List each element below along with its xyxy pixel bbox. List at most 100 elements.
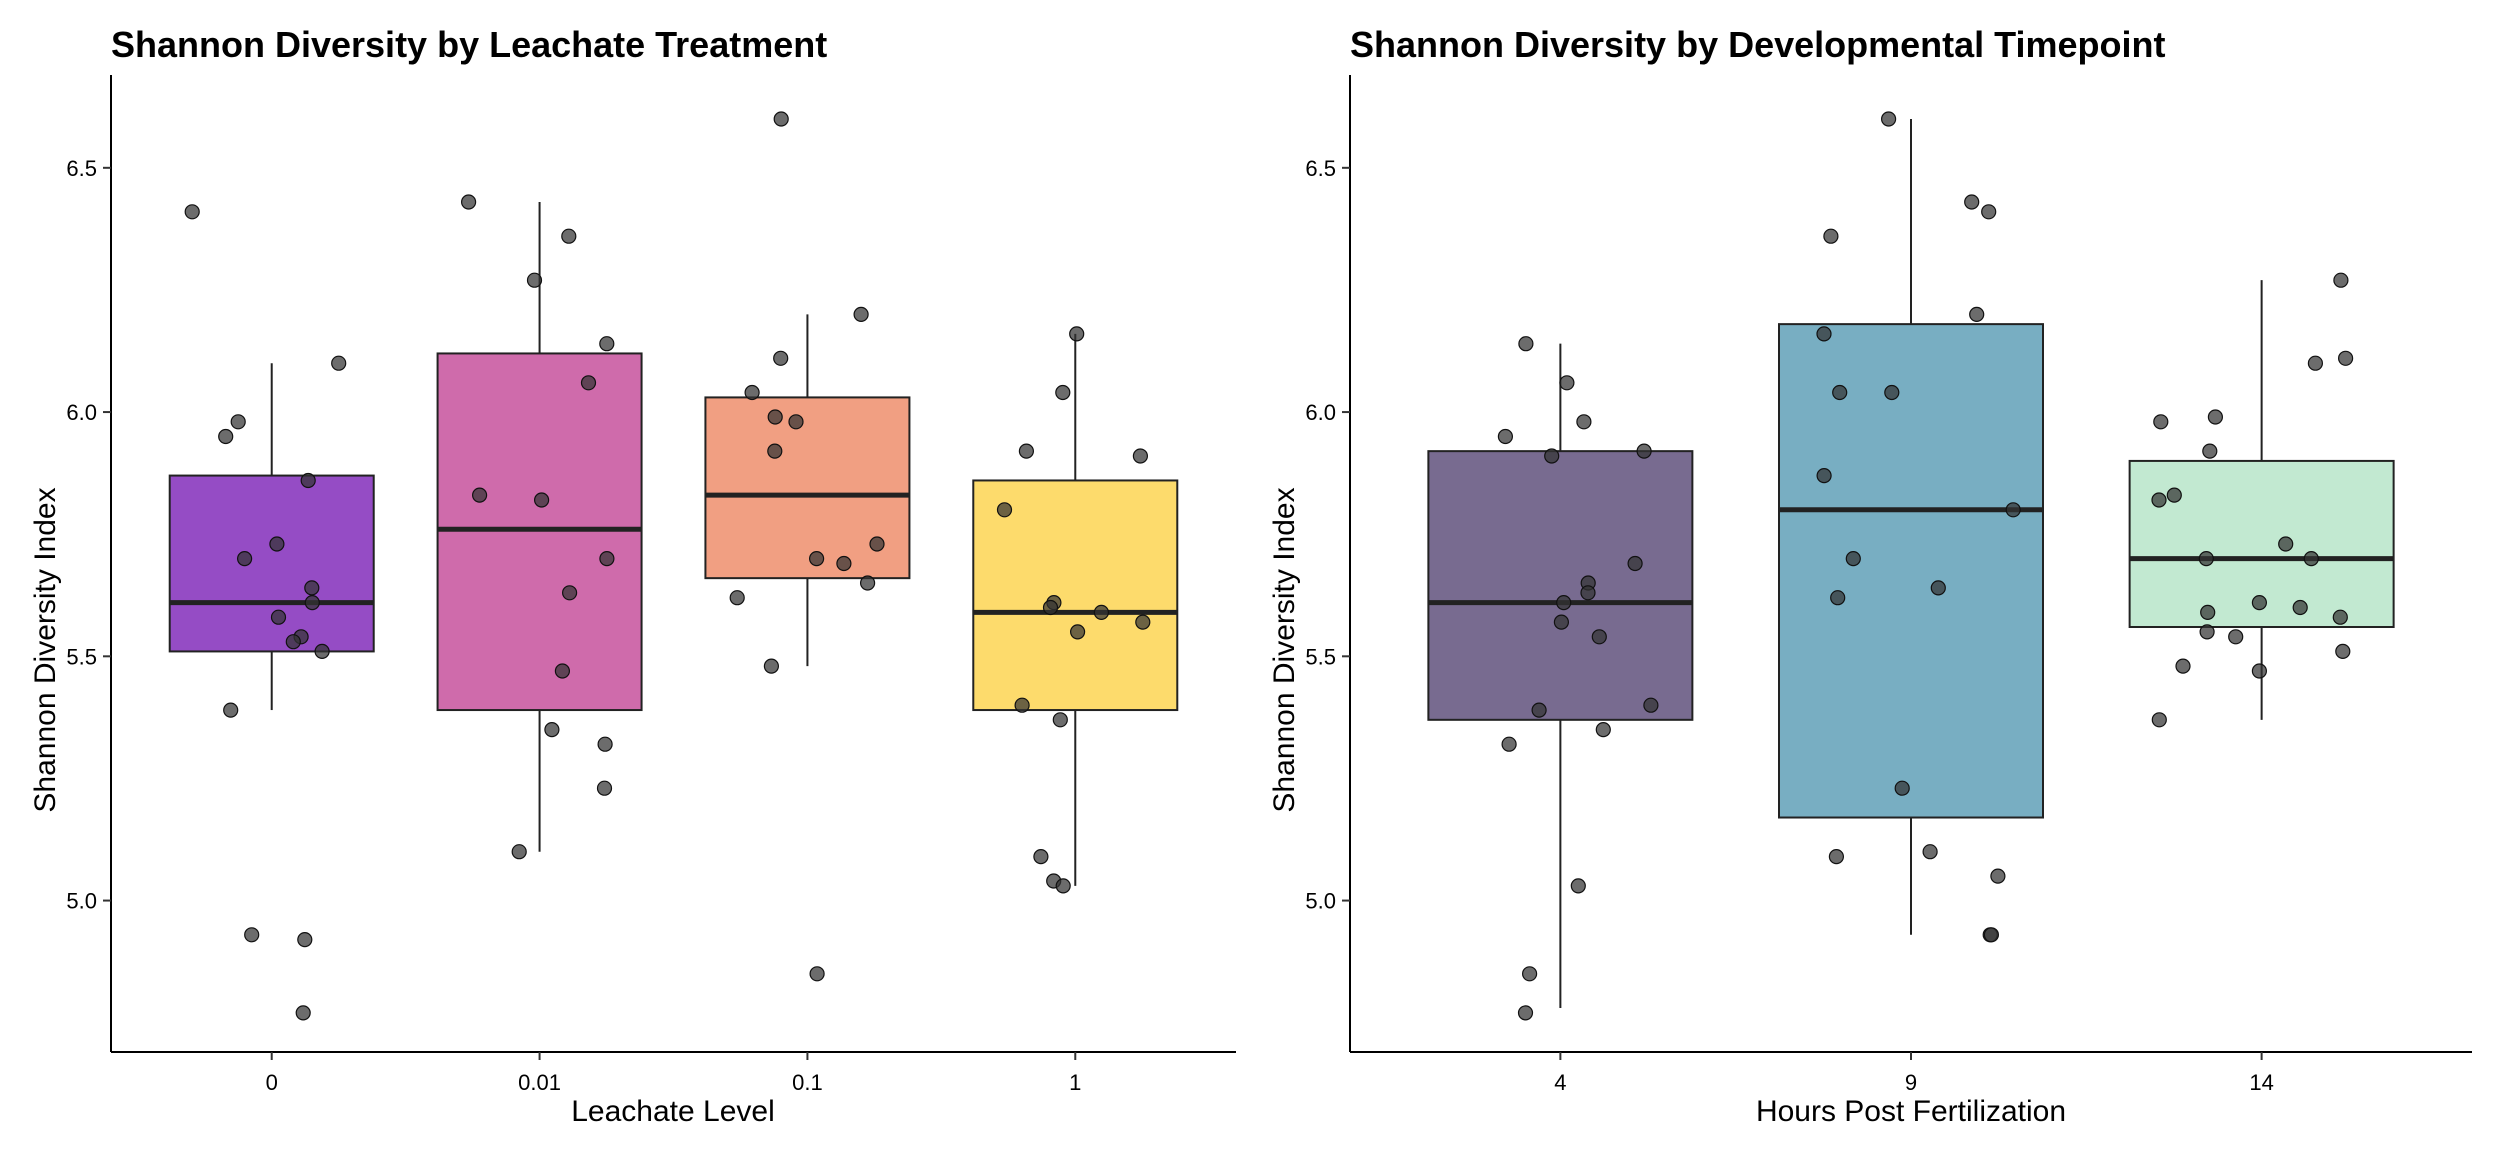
data-point (1643, 697, 1659, 713)
y-tick-label: 6.0 (1305, 400, 1336, 425)
y-tick-label: 5.0 (66, 889, 97, 914)
data-point (1969, 306, 1985, 322)
data-point (1518, 336, 1534, 352)
data-point (1922, 844, 1938, 860)
data-point (1018, 443, 1035, 459)
data-point (599, 550, 615, 567)
data-point (1981, 204, 1997, 220)
data-point (599, 336, 615, 352)
data-point (1556, 594, 1572, 611)
data-point (996, 502, 1013, 518)
data-point (1627, 555, 1643, 572)
data-point (295, 1005, 311, 1021)
data-point (2202, 443, 2218, 459)
data-point (2251, 594, 2267, 611)
data-point (2338, 350, 2354, 366)
data-point (729, 590, 745, 606)
data-point (2198, 550, 2214, 567)
data-point (1553, 614, 1570, 630)
data-point (1069, 326, 1085, 342)
panel-developmental-timepoint: Shannon Diversity by Developmental Timep… (1268, 24, 2472, 1128)
data-point (461, 194, 477, 210)
data-point (223, 702, 239, 718)
data-point (1828, 848, 1845, 865)
data-point (561, 228, 577, 244)
chart-title: Shannon Diversity by Developmental Timep… (1350, 24, 2166, 65)
data-point (1055, 878, 1071, 894)
data-point (2292, 599, 2308, 616)
data-point (2151, 492, 2167, 508)
data-point (1501, 736, 1517, 752)
data-point (1845, 550, 1861, 567)
data-point (2207, 409, 2223, 425)
data-point (788, 414, 804, 430)
data-point (230, 414, 246, 430)
data-point (1014, 697, 1030, 713)
box-9 (1778, 118, 2044, 935)
data-point (1497, 428, 1514, 445)
data-point (300, 472, 316, 489)
data-point (836, 555, 852, 572)
data-point (1964, 194, 1980, 210)
data-point (244, 927, 260, 943)
y-axis-title: Shannon Diversity Index (29, 487, 62, 812)
x-tick-label: 9 (1905, 1070, 1917, 1095)
data-point (2166, 487, 2182, 503)
data-point (526, 272, 543, 288)
data-point (1930, 580, 1946, 596)
data-point (2251, 663, 2267, 679)
x-tick-label: 4 (1554, 1070, 1566, 1095)
data-point (2333, 272, 2349, 288)
data-point (304, 594, 320, 611)
data-point (1576, 414, 1592, 430)
data-point (2199, 624, 2215, 640)
data-point (1823, 228, 1839, 244)
x-tick-label: 0 (266, 1070, 278, 1095)
data-point (1544, 448, 1560, 464)
box-4 (1427, 343, 1694, 1009)
data-point (744, 384, 760, 401)
data-point (533, 492, 550, 508)
data-point (808, 550, 825, 567)
x-tick-label: 0.01 (518, 1070, 561, 1095)
panel-leachate-treatment: Shannon Diversity by Leachate Treatment … (29, 24, 1236, 1128)
data-point (1052, 712, 1068, 728)
data-point (1832, 384, 1848, 401)
data-point (2335, 643, 2351, 660)
data-point (1033, 848, 1049, 865)
data-point (773, 350, 789, 366)
data-point (1894, 780, 1910, 796)
box-body (972, 479, 1179, 712)
data-point (1983, 927, 2000, 943)
data-point (2153, 414, 2169, 430)
data-point (859, 575, 876, 591)
data-point (580, 375, 597, 391)
data-point (554, 663, 571, 679)
data-point (1816, 326, 1832, 342)
box-1 (972, 333, 1179, 886)
data-point (1591, 629, 1607, 645)
data-point (331, 355, 347, 371)
data-point (1132, 448, 1149, 464)
data-point (853, 306, 869, 322)
chart-title: Shannon Diversity by Leachate Treatment (111, 24, 827, 65)
data-point (561, 585, 578, 601)
data-point (1880, 111, 1897, 127)
data-point (1580, 585, 1596, 601)
data-point (1042, 599, 1059, 616)
data-point (304, 580, 320, 596)
data-point (297, 931, 313, 948)
data-point (2307, 355, 2323, 371)
data-point (314, 643, 330, 660)
data-point (285, 634, 301, 650)
data-point (767, 409, 783, 425)
data-point (596, 780, 613, 796)
data-point (270, 609, 287, 625)
box-0.1 (704, 314, 911, 667)
y-tick-label: 5.0 (1305, 889, 1336, 914)
data-point (767, 443, 783, 459)
data-point (1636, 443, 1652, 459)
y-tick-label: 5.5 (1305, 644, 1336, 669)
box-body (1778, 323, 2044, 819)
